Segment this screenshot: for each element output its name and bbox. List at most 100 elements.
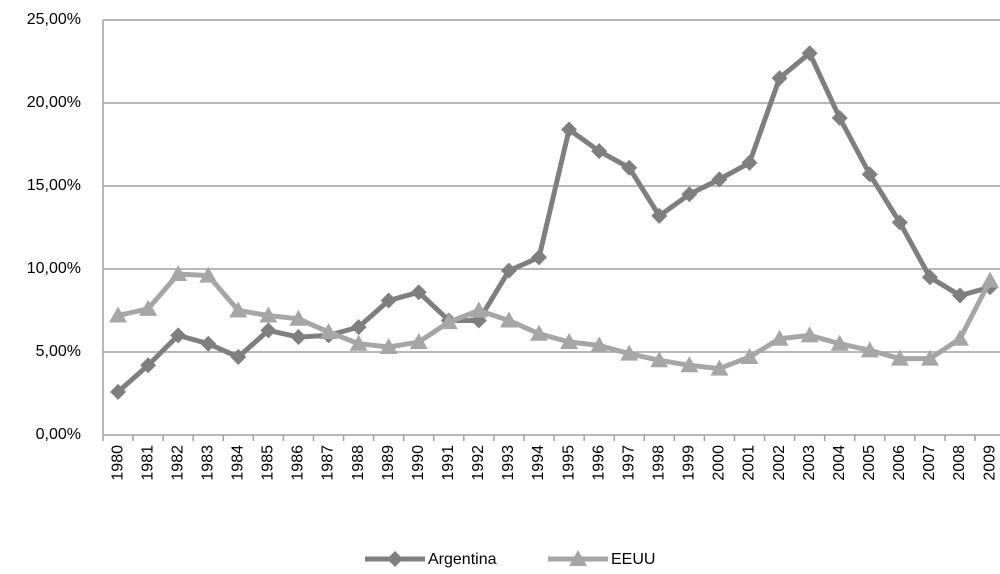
x-tick-label: 1996 [590, 445, 607, 481]
data-point [169, 264, 188, 281]
y-tick-label: 20,00% [27, 94, 81, 111]
y-tick-label: 25,00% [27, 11, 81, 28]
data-point [620, 344, 639, 361]
x-tick-label: 2000 [711, 445, 728, 481]
data-point [771, 70, 788, 87]
data-point [710, 359, 729, 376]
x-tick-label: 1984 [230, 445, 247, 481]
legend-label: Argentina [428, 551, 497, 568]
data-point [139, 299, 158, 316]
data-point [801, 45, 818, 62]
data-point [740, 347, 759, 364]
y-tick-label: 10,00% [27, 260, 81, 277]
data-point [109, 306, 128, 323]
data-point [229, 301, 248, 318]
data-point [981, 271, 1000, 288]
data-point [259, 306, 278, 323]
data-point [770, 329, 789, 346]
data-point [741, 154, 758, 171]
data-point [140, 357, 157, 374]
x-tick-label: 1990 [410, 445, 427, 481]
data-point [950, 329, 969, 346]
x-tick-label: 1985 [260, 445, 277, 481]
data-point [170, 327, 187, 344]
data-point [800, 326, 819, 343]
x-tick-label: 1991 [440, 445, 457, 481]
data-point [230, 348, 247, 365]
data-point [860, 341, 879, 358]
x-tick-label: 1994 [530, 445, 547, 481]
data-point [891, 214, 908, 231]
legend-marker [569, 550, 587, 566]
data-point [621, 159, 638, 176]
x-tick-label: 2009 [981, 445, 998, 481]
data-point [890, 349, 909, 366]
x-tick-label: 1989 [380, 445, 397, 481]
y-tick-label: 5,00% [36, 343, 81, 360]
y-tick-label: 0,00% [36, 426, 81, 443]
data-point [561, 121, 578, 138]
x-tick-label: 2005 [861, 445, 878, 481]
data-point [681, 186, 698, 203]
y-tick-label: 15,00% [27, 177, 81, 194]
data-point [350, 319, 367, 336]
x-tick-label: 2003 [801, 445, 818, 481]
data-point [831, 109, 848, 126]
x-tick-label: 1986 [290, 445, 307, 481]
legend-label: EEUU [611, 551, 655, 568]
x-tick-label: 1997 [620, 445, 637, 481]
x-tick-label: 1992 [470, 445, 487, 481]
x-tick-label: 1998 [651, 445, 668, 481]
data-point [680, 356, 699, 373]
series-line [117, 271, 993, 372]
data-point [711, 171, 728, 188]
data-point [651, 207, 668, 224]
x-tick-label: 2006 [891, 445, 908, 481]
data-point [531, 249, 548, 266]
data-point [590, 336, 609, 353]
x-tick-label: 1999 [681, 445, 698, 481]
data-point [199, 266, 218, 283]
data-point [380, 292, 397, 309]
data-point [379, 338, 398, 355]
x-tick-label: 1995 [560, 445, 577, 481]
data-point [410, 284, 427, 301]
data-point [591, 143, 608, 160]
x-tick-label: 1982 [169, 445, 186, 481]
x-tick-label: 1987 [320, 445, 337, 481]
data-point [260, 322, 277, 339]
data-point [530, 324, 549, 341]
data-point [951, 287, 968, 304]
data-point [500, 262, 517, 279]
x-tick-label: 2001 [741, 445, 758, 481]
data-point [349, 334, 368, 351]
x-tick-label: 2004 [831, 445, 848, 481]
x-tick-label: 2002 [771, 445, 788, 481]
data-point [499, 311, 518, 328]
data-point [200, 335, 217, 352]
data-point [469, 301, 488, 318]
data-point [650, 351, 669, 368]
data-point [560, 333, 579, 350]
x-tick-label: 1983 [199, 445, 216, 481]
data-point [921, 269, 938, 286]
series-line [116, 50, 991, 394]
data-point [110, 383, 127, 400]
data-point [920, 349, 939, 366]
x-tick-label: 1980 [109, 445, 126, 481]
data-point [290, 329, 307, 346]
data-point [439, 313, 458, 330]
data-point [319, 323, 338, 340]
x-tick-label: 2007 [921, 445, 938, 481]
x-tick-label: 1981 [139, 445, 156, 481]
data-point [409, 333, 428, 350]
data-point [861, 166, 878, 183]
legend-marker [387, 551, 403, 567]
data-point [289, 309, 308, 326]
x-tick-label: 1993 [500, 445, 517, 481]
x-tick-label: 1988 [350, 445, 367, 481]
x-tick-label: 2008 [951, 445, 968, 481]
data-point [830, 334, 849, 351]
